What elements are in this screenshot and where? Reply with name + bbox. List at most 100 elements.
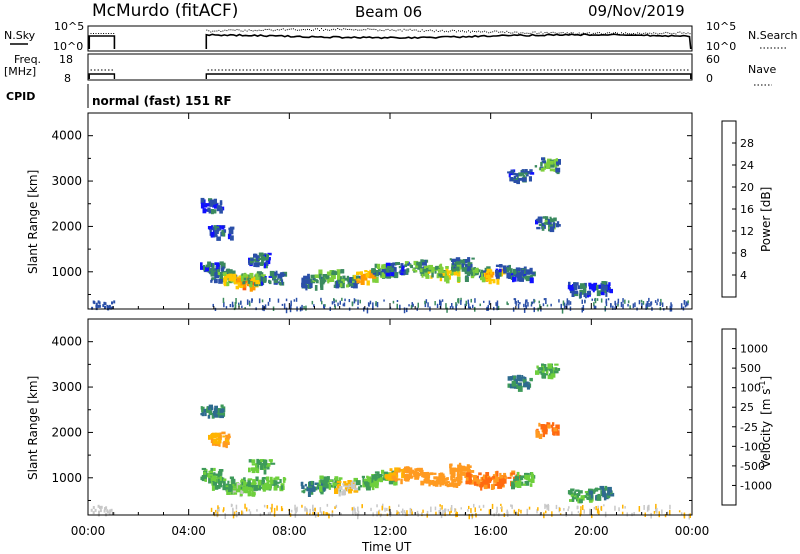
nsearch-dot [649,32,651,34]
echo-cell [318,269,323,276]
scatter-cell [367,302,370,306]
scatter-cell [320,297,322,302]
scatter-cell [559,513,562,516]
echo-cell [538,223,542,227]
echo-cell [440,481,445,486]
echo-cell [515,482,518,488]
echo-cell [358,486,361,491]
echo-cell [410,264,413,269]
scatter-cell [348,299,351,303]
echo-cell [452,467,457,471]
echo-cell [262,277,267,283]
echo-cell [442,273,445,277]
scatter-cell [359,299,361,304]
echo-cell [340,269,345,274]
echo-cell [416,467,420,471]
nsearch-dot [462,30,463,32]
echo-cell [395,262,400,266]
echo-cell [323,478,327,484]
scatter-cell [269,298,271,302]
echo-cell [351,483,356,490]
echo-cell [508,173,511,178]
echo-cell [609,489,613,493]
echo-cell [268,275,273,278]
nsearch-dot [655,32,657,34]
echo-cell [240,478,244,482]
echo-cell [568,281,571,287]
scatter-cell [547,505,550,511]
echo-cell [210,231,215,237]
nsearch-dot [460,30,461,32]
scatter-cell [109,509,112,513]
echo-cell [422,262,427,266]
echo-cell [525,269,531,275]
scatter-cell [614,304,617,307]
scatter-cell [656,507,658,514]
echo-cell [521,268,524,271]
nsearch-dot [476,31,478,33]
echo-blob [436,472,463,488]
colorbar-tick-label: 8 [740,247,747,260]
echo-cell [495,271,499,276]
echo-cell [307,491,311,497]
echo-cell [555,158,558,164]
nsearch-dot [508,32,510,33]
freq-line [88,73,116,79]
echo-cell [410,467,413,472]
scatter-cell [417,302,419,308]
echo-cell [376,263,381,270]
scatter-cell [517,303,520,309]
scatter-cell [305,507,308,510]
scatter-cell [104,507,106,511]
scatter-cell [645,304,647,310]
scatter-cell [465,300,467,307]
echo-cell [206,406,209,410]
nsearch-label: N.Search [748,29,798,42]
echo-cell [226,274,231,278]
nsearch-dot [439,30,441,32]
echo-cell [609,492,615,497]
nsearch-dot [431,30,433,32]
echo-cell [513,478,516,482]
scatter-cell [496,300,499,306]
echo-cell [201,467,207,471]
scatter-cell [97,304,100,308]
echo-cell [310,489,313,493]
echo-cell [569,499,574,502]
nsearch-dot [542,33,544,35]
scatter-cell [506,509,508,513]
nsearch-dot [458,30,459,32]
echo-cell [554,367,557,371]
echo-cell [531,473,535,479]
echo-cell [423,472,428,476]
nsearch-dot [580,33,582,35]
echo-cell [258,257,262,260]
nsearch-dot [615,32,616,34]
scatter-cell [100,505,103,509]
nsearch-dot [224,29,226,31]
echo-cell [204,266,209,272]
echo-cell [482,481,488,487]
echo-cell [450,475,453,481]
echo-cell [453,478,457,483]
scatter-cell [620,301,623,308]
echo-cell [500,480,505,486]
echo-cell [214,262,220,266]
echo-cell [220,268,225,272]
colorbar-tick-label: 12 [740,225,754,238]
echo-cell [420,259,424,263]
echo-cell [455,261,461,265]
echo-cell [340,283,343,288]
scatter-cell [306,508,308,513]
echo-cell [337,274,340,280]
scatter-cell [234,302,237,307]
scatter-cell [449,306,452,310]
nsearch-dot [395,30,397,32]
echo-cell [208,404,213,407]
echo-cell [247,486,252,491]
echo-cell [258,479,262,486]
scatter-cell [500,507,502,510]
nsearch-dot [333,28,335,30]
colorbar-tick-label: 25 [740,401,754,414]
echo-cell [230,486,233,492]
